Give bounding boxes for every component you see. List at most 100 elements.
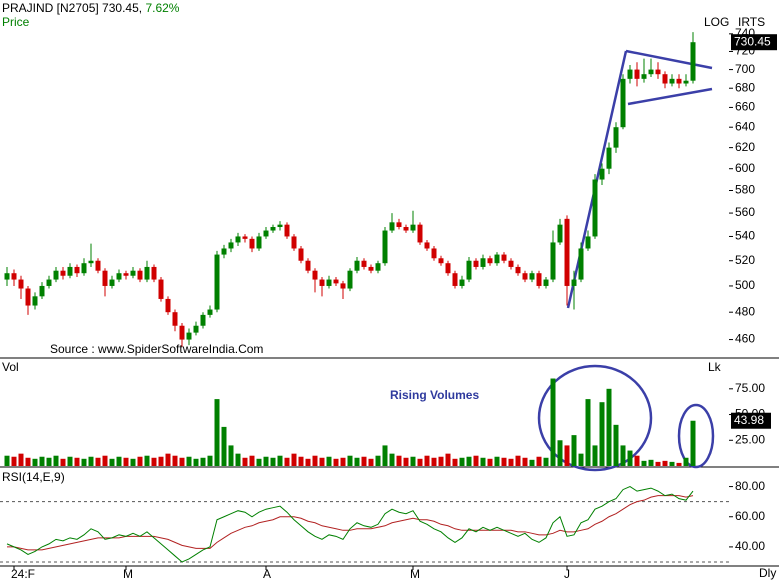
volume-bar — [543, 457, 549, 466]
candle-body — [431, 248, 437, 259]
volume-bar — [487, 458, 493, 466]
candle-body — [46, 279, 52, 286]
volume-bar — [627, 450, 633, 466]
candle-body — [88, 260, 94, 264]
candle-body — [235, 236, 241, 243]
candle-body — [655, 69, 661, 75]
candle-body — [305, 260, 311, 271]
candle-body — [438, 258, 444, 264]
volume-bar — [242, 457, 248, 466]
candle-body — [396, 222, 402, 228]
candle-body — [347, 270, 353, 289]
volume-bar — [60, 458, 66, 466]
volume-bar — [326, 456, 332, 466]
candle-body — [557, 224, 563, 243]
candle-body — [214, 254, 220, 310]
volume-bar — [529, 459, 535, 466]
candle-body — [578, 248, 584, 280]
candle-body — [676, 78, 682, 84]
price-label: Price — [2, 15, 30, 29]
volume-bar — [536, 456, 542, 466]
candle-body — [102, 270, 108, 286]
change: 7.62% — [145, 1, 180, 15]
volume-bar — [319, 457, 325, 466]
highlight-ellipse — [677, 403, 715, 469]
candle-body — [221, 248, 227, 255]
volume-bar — [277, 455, 283, 466]
y-tick-label: 80.00 — [735, 479, 765, 493]
volume-bar — [4, 455, 10, 466]
header: PRAJIND [N2705] 730.45, 7.62% Price — [2, 1, 179, 29]
candle-body — [648, 69, 654, 75]
x-tick-label: 24:F — [11, 567, 35, 581]
volume-bar — [158, 456, 164, 466]
volume-bar — [95, 457, 101, 466]
candle-body — [67, 266, 73, 276]
trend-line — [627, 87, 713, 106]
candle-body — [585, 236, 591, 249]
volume-bar — [172, 455, 178, 466]
volume-bar — [431, 457, 437, 466]
volume-bar — [200, 457, 206, 466]
volume-bar — [256, 458, 262, 466]
volume-bar — [361, 456, 367, 466]
rsi-title: RSI(14,E,9) — [2, 470, 65, 484]
volume-bar — [459, 457, 465, 466]
volume-bar — [508, 458, 514, 466]
candle-body — [256, 236, 262, 249]
volume-bar — [67, 456, 73, 466]
volume-bar — [32, 458, 38, 466]
volume-bar — [284, 457, 290, 466]
y-tick-label: 60.00 — [735, 509, 765, 523]
volume-bar — [130, 458, 136, 466]
candle-body — [592, 179, 598, 237]
volume-bar — [403, 457, 409, 466]
candle-body — [242, 236, 248, 239]
volume-bar — [396, 455, 402, 466]
candle-body — [536, 273, 542, 286]
candle-body — [137, 270, 143, 280]
volume-bar — [144, 455, 150, 466]
candle-body — [515, 266, 521, 274]
volume-bar — [550, 378, 556, 466]
candle-body — [368, 266, 374, 271]
candle-body — [319, 279, 325, 286]
candle-body — [123, 273, 129, 276]
volume-bar — [515, 455, 521, 466]
y-tick-label: 620 — [735, 140, 755, 154]
candle-body — [263, 230, 269, 237]
y-tick-label: 600 — [735, 161, 755, 175]
volume-bar — [25, 457, 31, 466]
volume-bar — [641, 460, 647, 466]
volume-bar — [123, 457, 129, 466]
volume-bar — [214, 399, 220, 466]
candle-body — [529, 273, 535, 280]
trend-line — [625, 49, 713, 70]
candle-body — [606, 147, 612, 169]
last-price-label: 730.45 — [734, 34, 771, 48]
candle-body — [424, 242, 430, 249]
volume-bar — [438, 456, 444, 466]
candle-body — [445, 263, 451, 274]
candle-body — [130, 270, 136, 276]
candle-body — [333, 279, 339, 284]
volume-bar — [39, 456, 45, 466]
candle-body — [361, 260, 367, 267]
volume-bar — [445, 453, 451, 466]
y-tick-label: 75.00 — [735, 381, 765, 395]
candle-body — [389, 222, 395, 231]
candle-body — [613, 127, 619, 148]
candle-body — [564, 218, 570, 286]
candle-body — [627, 69, 633, 79]
volume-bar — [480, 457, 486, 466]
volume-bar — [109, 458, 115, 466]
candle-body — [193, 325, 199, 333]
candle-body — [179, 325, 185, 340]
last-volume-box — [731, 412, 771, 429]
volume-bar — [312, 455, 318, 466]
volume-bar — [389, 453, 395, 466]
source-note: Source : www.SpiderSoftwareIndia.Com — [50, 342, 263, 356]
volume-bar — [298, 456, 304, 466]
volume-bar — [655, 461, 661, 466]
